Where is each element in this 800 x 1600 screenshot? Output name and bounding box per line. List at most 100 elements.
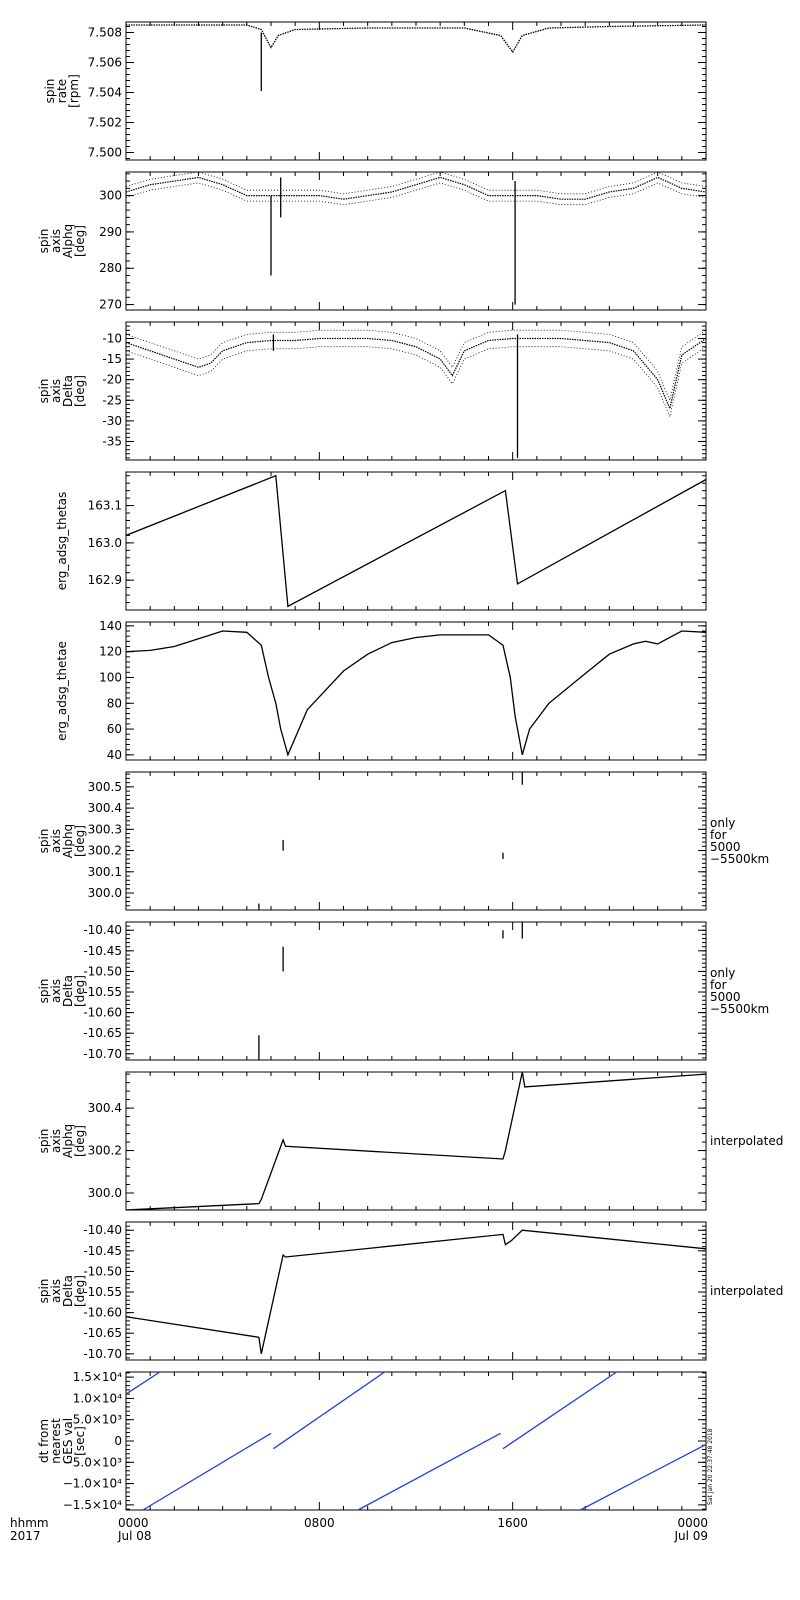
panel-8-y-axis-title: spin (37, 1129, 51, 1154)
panel-7-y-tick-label: -10.50 (83, 964, 122, 978)
panel-7-y-tick-label: -10.70 (83, 1047, 122, 1061)
panel-3-y-axis-title: Delta (61, 375, 75, 407)
panel-3-series-1-scatter-lower (125, 346, 707, 419)
panel-1-y-axis-title: [rpm] (67, 74, 81, 108)
panel-9-side-note: interpolated (710, 1284, 783, 1298)
x-tick-label-date: Jul 08 (117, 1529, 152, 1543)
panel-6-y-tick-label: 300.4 (88, 801, 122, 815)
panel-10-y-tick-label: 1.5×10⁴ (73, 1370, 122, 1384)
panel-5-series-1 (125, 630, 707, 757)
panel-10-series-4 (357, 1432, 501, 1511)
panel-10-series-2 (142, 1432, 272, 1511)
panel-2-frame (125, 171, 707, 311)
panel-10-y-axis-title: [sec] (73, 1426, 87, 1456)
panel-7-y-axis-title: Delta (61, 975, 75, 1007)
panel-5-y-axis-title: erg_adsg_thetae (55, 641, 69, 741)
panel-6-y-tick-label: 300.5 (88, 780, 122, 794)
panel-9-y-tick-label: -10.70 (83, 1347, 122, 1361)
panel-9-y-axis-title: [deg] (73, 1275, 87, 1307)
panel-7-y-axis-title: axis (49, 979, 63, 1003)
panel-2-y-axis-title: axis (49, 229, 63, 253)
panel-8-side-note: interpolated (710, 1134, 783, 1148)
panel-3-series-1 (125, 337, 707, 411)
panel-1-y-tick-label: 7.504 (88, 86, 122, 100)
panel-10-y-tick-label: 1.0×10⁴ (73, 1391, 122, 1405)
panel-7-y-tick-label: -10.55 (83, 985, 122, 999)
panel-8-series-1 (125, 1071, 707, 1211)
panel-2-y-axis-title: Alphq (61, 224, 75, 258)
panel-1-series-1 (126, 24, 707, 54)
x-tick-label-date: Jul 09 (673, 1529, 708, 1543)
panel-8-y-tick-label: 300.2 (88, 1144, 122, 1158)
panel-9-series-1 (125, 1229, 707, 1354)
panel-3-y-axis-title: axis (49, 379, 63, 403)
panel-1-y-tick-label: 7.508 (88, 26, 122, 40)
panel-6-y-axis-title: spin (37, 829, 51, 854)
panel-9-y-axis-title: spin (37, 1279, 51, 1304)
panel-7-y-axis-title: spin (37, 979, 51, 1004)
panel-6-side-note: 5000 (710, 840, 741, 854)
panel-3-y-tick-label: -20 (102, 373, 122, 387)
panel-2-series-1-scatter-lower (125, 182, 707, 206)
panel-2-y-tick-label: 300 (99, 189, 122, 203)
panel-7-side-note: 5000 (710, 990, 741, 1004)
panel-2-y-axis-title: [deg] (73, 225, 87, 257)
panel-6-side-note: only (710, 816, 735, 830)
panel-9-y-tick-label: -10.45 (83, 1244, 122, 1258)
panel-2-y-tick-label: 290 (99, 225, 122, 239)
panel-1-y-axis-title: spin (43, 79, 57, 104)
panel-10-series-6 (579, 1443, 707, 1511)
panel-9-y-axis-title: Delta (61, 1275, 75, 1307)
panel-2-y-axis-title: spin (37, 229, 51, 254)
panel-5-y-tick-label: 40 (107, 748, 122, 762)
panel-3-series-1-scatter-upper (125, 329, 707, 402)
panel-4-frame (125, 471, 707, 611)
panel-2-y-tick-label: 280 (99, 261, 122, 275)
panel-5-y-tick-label: 100 (99, 670, 122, 684)
panel-7-y-tick-label: -10.65 (83, 1026, 122, 1040)
panel-5-y-tick-label: 80 (107, 696, 122, 710)
panel-7-y-tick-label: -10.45 (83, 944, 122, 958)
panel-7-frame (125, 921, 707, 1061)
panel-6-y-axis-title: axis (49, 829, 63, 853)
panel-8-frame (125, 1071, 707, 1211)
panel-6-y-tick-label: 300.1 (88, 865, 122, 879)
panel-4-y-tick-label: 162.9 (88, 573, 122, 587)
panel-6-side-note: for (710, 828, 727, 842)
panel-2-y-tick-label: 270 (99, 298, 122, 312)
panel-7-side-note: only (710, 966, 735, 980)
x-tick-label-time: 0000 (118, 1516, 149, 1530)
panel-7-side-note: for (710, 978, 727, 992)
panel-7-y-tick-label: -10.60 (83, 1006, 122, 1020)
panel-7-y-tick-label: -10.40 (83, 923, 122, 937)
panel-6-y-tick-label: 300.0 (88, 886, 122, 900)
panel-9-y-tick-label: -10.65 (83, 1326, 122, 1340)
panel-3-y-tick-label: -35 (102, 434, 122, 448)
panel-6-side-note: −5500km (710, 852, 769, 866)
panel-10-y-tick-label: 5.0×10³ (73, 1413, 122, 1427)
panel-4-series-1 (125, 474, 707, 608)
panel-6-y-tick-label: 300.3 (88, 822, 122, 836)
time-format-label: hhmm (10, 1516, 49, 1530)
panel-1-y-tick-label: 7.506 (88, 56, 122, 70)
panel-10-y-tick-label: −1.0×10⁴ (63, 1477, 122, 1491)
panel-10-y-axis-title: dt from (37, 1419, 51, 1463)
panel-6-y-axis-title: [deg] (73, 825, 87, 857)
panel-3-y-axis-title: [deg] (73, 375, 87, 407)
generation-timestamp: Sat Jan 20 22:37:48 2018 (707, 1428, 714, 1505)
panel-9-y-tick-label: -10.40 (83, 1223, 122, 1237)
panel-6-frame (125, 771, 707, 911)
panel-10-y-tick-label: −1.5×10⁴ (63, 1498, 122, 1512)
panel-8-y-tick-label: 300.0 (88, 1186, 122, 1200)
panel-10-series-1 (125, 1371, 161, 1395)
panel-10-series-3 (273, 1371, 385, 1450)
panel-10-y-tick-label: −5.0×10³ (63, 1455, 122, 1469)
panel-1-y-tick-label: 7.500 (88, 146, 122, 160)
panel-7-side-note: −5500km (710, 1002, 769, 1016)
panel-8-y-axis-title: Alphq (61, 1124, 75, 1158)
panel-8-y-axis-title: [deg] (73, 1125, 87, 1157)
panel-4-y-tick-label: 163.0 (88, 536, 122, 550)
panel-1-frame (125, 21, 707, 161)
panel-6-y-tick-label: 300.2 (88, 844, 122, 858)
